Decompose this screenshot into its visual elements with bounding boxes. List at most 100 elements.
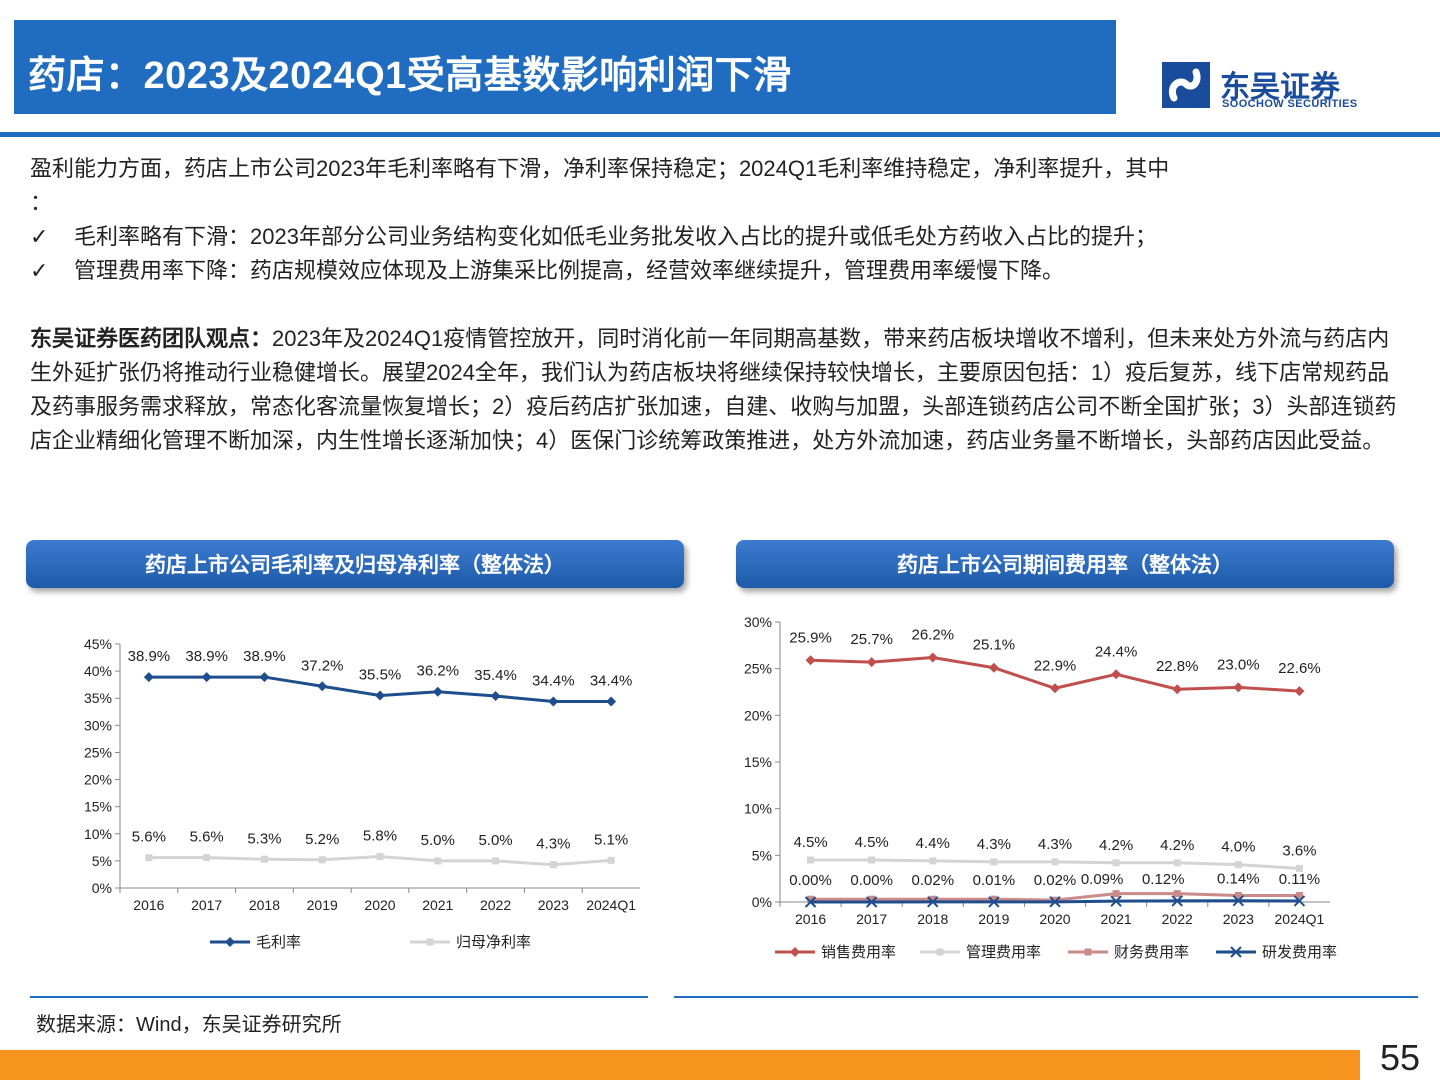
data-point <box>929 857 937 865</box>
x-tick-label: 2019 <box>978 911 1009 927</box>
legend-item: 归母净利率 <box>410 934 531 951</box>
data-label: 38.9% <box>243 648 286 665</box>
data-point <box>927 896 939 908</box>
data-point <box>201 672 212 683</box>
data-point <box>1111 669 1122 680</box>
data-label: 22.9% <box>1034 657 1077 674</box>
data-point <box>990 858 998 866</box>
series-财务费用率 <box>807 890 1303 904</box>
y-tick-label: 0% <box>92 880 112 896</box>
data-label: 0.14% <box>1217 871 1260 888</box>
data-label: 0.02% <box>912 872 955 889</box>
data-label: 0.11% <box>1279 871 1320 888</box>
data-point <box>990 895 998 903</box>
data-point <box>805 655 816 666</box>
data-label: 38.9% <box>185 648 228 665</box>
legend-label: 归母净利率 <box>456 934 531 951</box>
data-point <box>492 857 500 865</box>
data-point <box>804 896 817 908</box>
data-label: 35.4% <box>474 667 517 684</box>
y-tick-label: 10% <box>744 801 772 817</box>
body-text: 盈利能力方面，药店上市公司2023年毛利率略有下滑，净利率保持稳定；2024Q1… <box>30 152 1410 458</box>
x-tick-label: 2022 <box>1162 911 1193 927</box>
data-point <box>1110 895 1122 907</box>
data-point <box>866 657 877 668</box>
legend-label: 管理费用率 <box>966 944 1041 961</box>
data-label: 5.0% <box>478 832 512 849</box>
data-point <box>1051 896 1059 904</box>
data-label: 5.6% <box>190 829 224 846</box>
data-point <box>1294 686 1305 697</box>
data-point <box>490 691 501 702</box>
data-point <box>317 681 328 692</box>
bullet-text: 管理费用率下降：药店规模效应体现及上游集采比例提高，经营效率继续提升，管理费用率… <box>74 258 1065 283</box>
data-label: 0.00% <box>850 872 893 889</box>
source-rule-right <box>674 996 1418 998</box>
legend-marker <box>426 938 434 946</box>
legend-label: 销售费用率 <box>821 944 896 961</box>
margin-chart: 0% 5% 10% 15% 20% 25% 30% 35% 40% 45% 2016 2017 2018… <box>84 636 640 951</box>
check-icon: ✓ <box>30 224 49 249</box>
data-point <box>1112 859 1120 867</box>
y-tick-label: 10% <box>84 826 112 842</box>
data-point <box>1173 890 1181 898</box>
data-label: 26.2% <box>912 626 955 643</box>
page-number: 55 <box>1360 1036 1440 1080</box>
data-point <box>1112 890 1120 898</box>
legend-marker <box>936 948 944 956</box>
data-point <box>143 672 154 683</box>
check-icon: ✓ <box>30 258 49 283</box>
data-point <box>1051 858 1059 866</box>
legend-label: 研发费用率 <box>1262 944 1337 961</box>
data-point <box>1232 894 1245 907</box>
data-point <box>1293 895 1306 907</box>
data-label: 5.1% <box>594 831 628 848</box>
data-label: 4.4% <box>916 835 950 852</box>
logo-icon <box>1162 62 1210 108</box>
data-label: 4.3% <box>977 836 1011 853</box>
x-tick-label: 2016 <box>133 897 164 913</box>
data-point <box>434 857 442 865</box>
intro-line: 盈利能力方面，药店上市公司2023年毛利率略有下滑，净利率保持稳定；2024Q1… <box>30 156 1170 181</box>
data-point <box>1295 864 1303 872</box>
logo-en-text: SOOCHOW SECURITIES <box>1222 98 1358 110</box>
data-label: 4.5% <box>793 834 827 851</box>
view-paragraph: 东吴证券医药团队观点：2023年及2024Q1疫情管控放开，同时消化前一年同期高… <box>30 322 1410 458</box>
legend-item: 毛利率 <box>210 934 301 951</box>
data-label: 4.3% <box>536 836 570 853</box>
x-tick-label: 2019 <box>307 897 338 913</box>
y-tick-label: 15% <box>744 754 772 770</box>
title-bar: 药店：2023及2024Q1受高基数影响利润下滑 <box>14 20 1116 114</box>
data-point <box>203 854 211 862</box>
x-tick-label: 2024Q1 <box>1275 911 1325 927</box>
data-label: 38.9% <box>128 648 171 665</box>
data-point <box>868 856 876 864</box>
x-tick-label: 2020 <box>1039 911 1070 927</box>
chart-title-margin: 药店上市公司毛利率及归母净利率（整体法） <box>26 540 684 588</box>
data-label: 0.01% <box>973 872 1016 889</box>
data-point <box>376 853 384 861</box>
data-point <box>807 856 815 864</box>
chart-title-expense: 药店上市公司期间费用率（整体法） <box>736 540 1394 588</box>
data-point <box>1233 682 1244 693</box>
data-point <box>606 696 617 707</box>
data-point <box>318 856 326 864</box>
legend-item: 销售费用率 <box>775 944 896 961</box>
data-label: 0.12% <box>1142 871 1185 888</box>
x-tick-label: 2023 <box>538 897 569 913</box>
x-tick-label: 2017 <box>856 911 887 927</box>
data-label: 5.2% <box>305 831 339 848</box>
data-point <box>145 854 153 862</box>
logo-cn-text: 东吴证券 <box>1220 71 1340 104</box>
data-label: 0.02% <box>1034 872 1077 889</box>
data-label: 3.6% <box>1282 842 1316 859</box>
data-label: 5.8% <box>363 828 397 845</box>
expense-chart: 0% 5% 10% 15% 20% 25% 30% 2016 2017 2018 2019 2020 2… <box>744 614 1337 961</box>
bullet-item: ✓ 毛利率略有下滑：2023年部分公司业务结构变化如低毛业务批发收入占比的提升或低… <box>30 220 1410 254</box>
y-tick-label: 25% <box>744 661 772 677</box>
data-label: 4.2% <box>1099 837 1133 854</box>
source-rule-left <box>30 996 648 998</box>
x-tick-label: 2022 <box>480 897 511 913</box>
data-label: 35.5% <box>359 667 402 684</box>
intro-line-cont: ： <box>30 190 53 215</box>
